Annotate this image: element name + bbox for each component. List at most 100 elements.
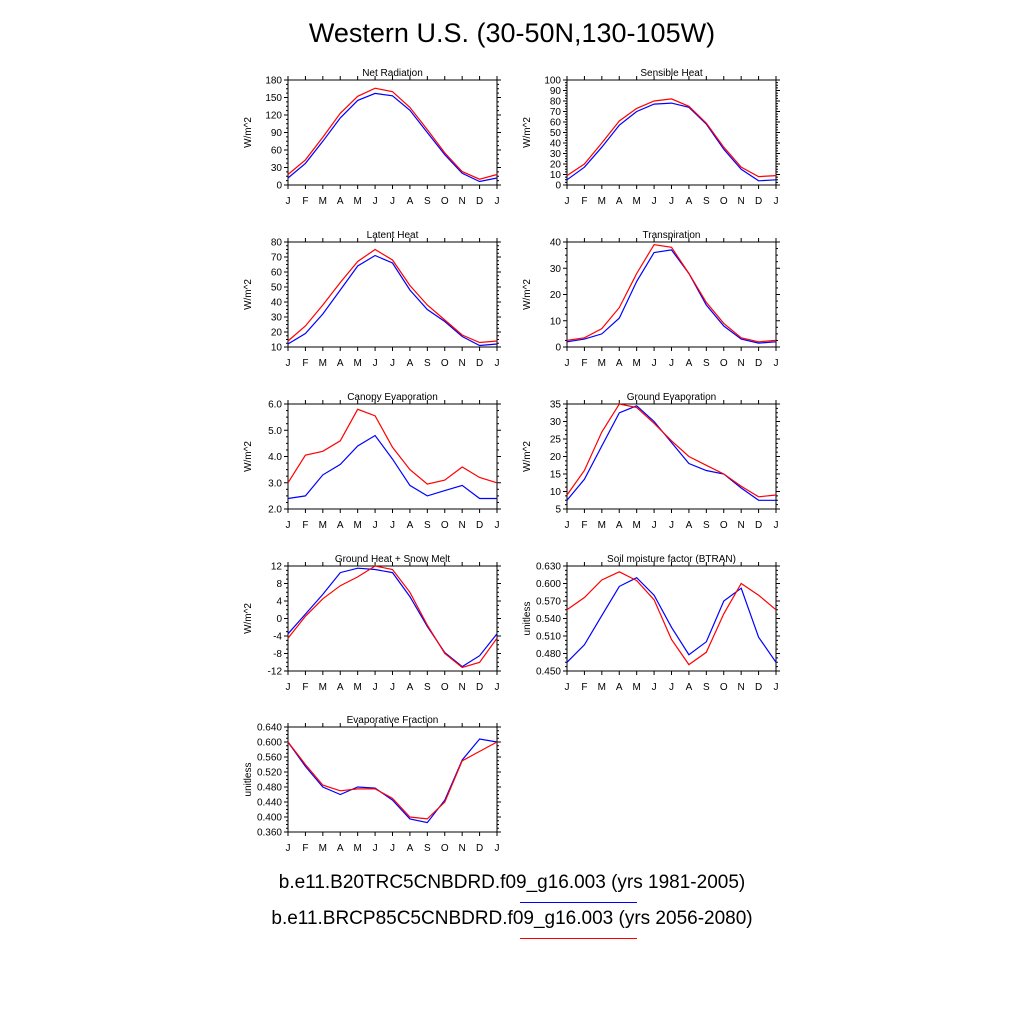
x-tick-label: O: [441, 358, 449, 369]
y-tick-label: 40: [271, 298, 283, 309]
x-tick-label: J: [565, 520, 570, 531]
y-tick-label: 20: [550, 452, 562, 463]
x-tick-label: S: [424, 682, 431, 693]
x-tick-label: J: [373, 682, 378, 693]
y-axis-label: unitless: [243, 763, 254, 797]
y-tick-label: 35: [550, 400, 562, 411]
y-tick-label: 5: [555, 505, 561, 516]
x-tick-label: J: [373, 520, 378, 531]
x-tick-label: A: [337, 520, 344, 531]
x-tick-label: M: [319, 682, 327, 693]
x-tick-label: A: [337, 196, 344, 207]
y-axis-label: unitless: [522, 602, 533, 636]
x-tick-label: M: [353, 682, 361, 693]
x-tick-label: A: [616, 520, 623, 531]
x-tick-label: F: [302, 843, 308, 854]
x-tick-label: M: [598, 682, 606, 693]
x-tick-label: S: [424, 520, 431, 531]
x-tick-label: F: [581, 358, 587, 369]
y-tick-label: 100: [544, 76, 561, 87]
x-tick-label: A: [407, 196, 414, 207]
series-line-1: [287, 741, 498, 820]
x-tick-label: S: [703, 682, 710, 693]
y-tick-label: 20: [550, 290, 562, 301]
x-tick-label: J: [286, 358, 291, 369]
series-line-1: [287, 408, 498, 485]
x-tick-label: J: [373, 843, 378, 854]
x-tick-label: J: [652, 682, 657, 693]
y-tick-label: 120: [265, 111, 282, 122]
series-line-1: [566, 571, 777, 666]
y-tick-label: 12: [271, 562, 283, 573]
x-tick-label: J: [495, 843, 500, 854]
x-tick-label: M: [353, 843, 361, 854]
x-tick-label: J: [669, 520, 674, 531]
chart-panel-8: Evaporative Fraction unitless 0.360 0.400 0.…: [243, 715, 501, 854]
x-tick-label: M: [598, 358, 606, 369]
x-tick-label: M: [598, 196, 606, 207]
x-tick-label: M: [319, 843, 327, 854]
series-line-0: [566, 405, 776, 501]
y-tick-label: -12: [268, 667, 283, 678]
x-tick-label: O: [441, 196, 449, 207]
x-tick-label: D: [755, 196, 762, 207]
y-axis-label: W/m^2: [243, 603, 254, 634]
y-tick-label: 10: [550, 316, 562, 327]
y-tick-label: -4: [273, 632, 282, 643]
x-tick-label: F: [581, 196, 587, 207]
chart-title: Ground Heat + Snow Melt: [335, 554, 451, 565]
y-tick-label: 30: [271, 163, 283, 174]
x-tick-label: S: [424, 843, 431, 854]
x-tick-label: D: [476, 196, 483, 207]
x-tick-label: O: [441, 843, 449, 854]
x-tick-label: F: [302, 682, 308, 693]
y-axis-label: W/m^2: [243, 117, 254, 148]
x-tick-label: J: [390, 843, 395, 854]
y-axis-label: W/m^2: [522, 117, 533, 148]
y-tick-label: 80: [550, 97, 562, 108]
y-tick-label: 25: [550, 435, 562, 446]
y-tick-label: 10: [550, 170, 562, 181]
x-tick-label: J: [669, 358, 674, 369]
x-tick-label: J: [565, 682, 570, 693]
page-title: Western U.S. (30-50N,130-105W): [308, 18, 716, 48]
y-tick-label: 150: [265, 93, 282, 104]
x-tick-label: D: [755, 520, 762, 531]
y-axis-label: W/m^2: [243, 441, 254, 472]
chart-title: Evaporative Fraction: [347, 715, 439, 726]
y-tick-label: 0: [555, 343, 561, 354]
plot-frame: [566, 565, 777, 672]
x-tick-label: D: [476, 843, 483, 854]
plot-frame: [566, 403, 777, 510]
series-line-1: [566, 243, 777, 343]
x-tick-label: A: [616, 196, 623, 207]
x-tick-label: J: [495, 520, 500, 531]
y-tick-label: 0.440: [257, 798, 282, 809]
chart-title: Latent Heat: [367, 230, 419, 241]
x-tick-label: A: [407, 843, 414, 854]
y-tick-label: 80: [271, 238, 283, 249]
x-tick-label: F: [581, 682, 587, 693]
x-tick-label: J: [286, 682, 291, 693]
x-tick-label: J: [669, 196, 674, 207]
x-tick-label: N: [459, 196, 466, 207]
x-tick-label: N: [459, 358, 466, 369]
x-tick-label: M: [319, 358, 327, 369]
x-tick-label: O: [720, 196, 728, 207]
x-tick-label: J: [565, 358, 570, 369]
y-tick-label: 0: [276, 181, 282, 192]
x-tick-label: J: [774, 520, 779, 531]
x-tick-label: A: [686, 520, 693, 531]
y-tick-label: 70: [271, 253, 283, 264]
x-tick-label: J: [286, 843, 291, 854]
chart-panel-1: Sensible Heat W/m^2 0102030405060708090100…: [522, 68, 780, 207]
y-tick-label: 30: [550, 264, 562, 275]
x-tick-label: A: [407, 520, 414, 531]
chart-panel-7: Soil moisture factor (BTRAN) unitless 0.45…: [522, 554, 780, 693]
x-tick-label: J: [390, 358, 395, 369]
y-tick-label: 20: [550, 160, 562, 171]
y-tick-label: 50: [271, 283, 283, 294]
x-tick-label: J: [286, 196, 291, 207]
